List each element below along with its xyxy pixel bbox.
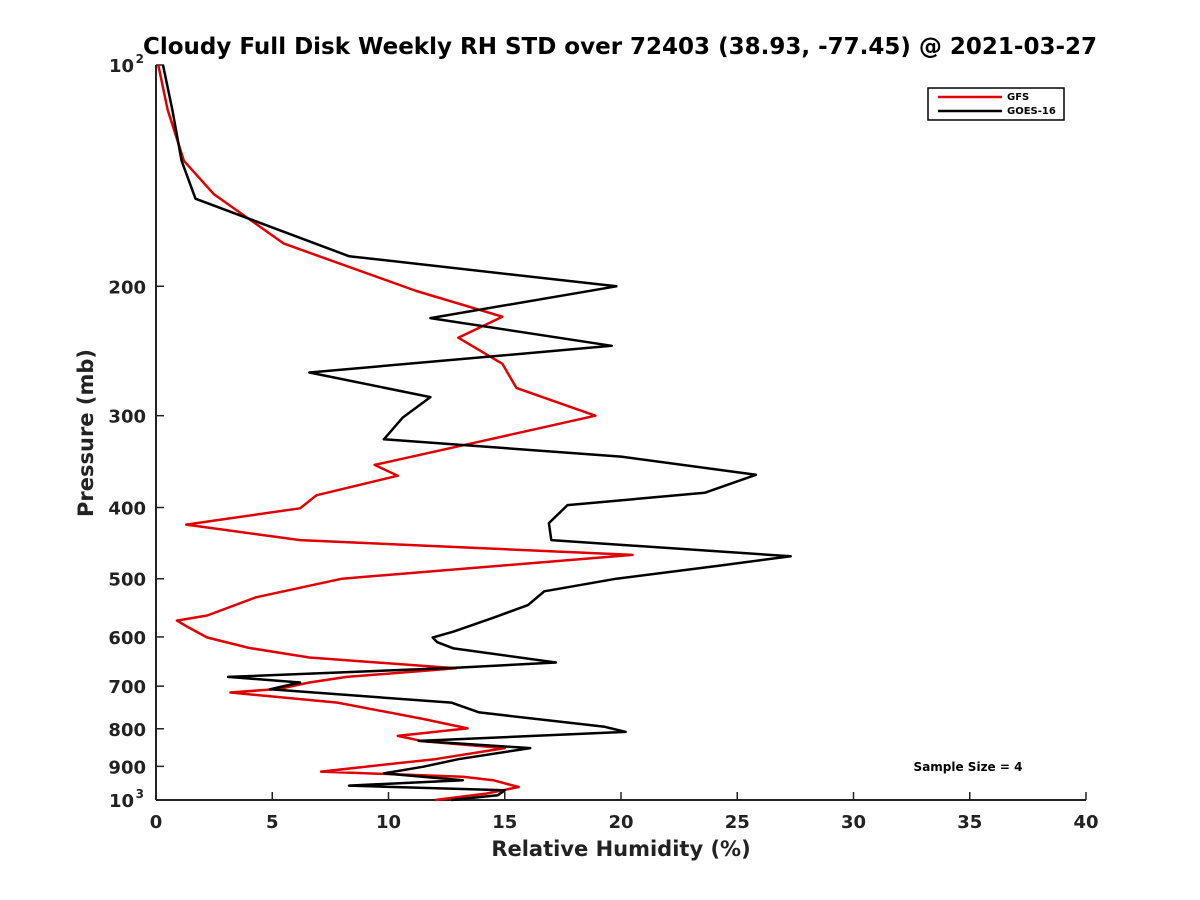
x-tick-label: 25 (725, 812, 750, 833)
y-tick-label-exponent: 2 (136, 52, 144, 66)
x-tick-label: 0 (150, 812, 163, 833)
y-axis-label: Pressure (mb) (74, 349, 98, 517)
y-tick-label-base: 10 (109, 791, 134, 812)
y-tick-label-exponent: 3 (136, 787, 144, 801)
y-tick-label: 900 (108, 757, 146, 778)
y-tick-label-base: 10 (109, 56, 134, 77)
x-ticks: 0 5 10 15 20 25 30 35 40 (150, 792, 1099, 833)
y-tick-label: 600 (108, 628, 146, 649)
x-tick-label: 5 (266, 812, 279, 833)
x-tick-label: 10 (376, 812, 401, 833)
chart-title: Cloudy Full Disk Weekly RH STD over 7240… (143, 34, 1097, 60)
y-tick-label: 700 (108, 677, 146, 698)
x-axis-label: Relative Humidity (%) (491, 837, 750, 861)
y-tick-label: 200 (108, 277, 146, 298)
x-tick-label: 40 (1073, 812, 1098, 833)
legend-label-goes16: GOES-16 (1007, 106, 1056, 117)
plot-area (155, 65, 1086, 801)
x-tick-label: 15 (492, 812, 517, 833)
sample-size-annotation: Sample Size = 4 (914, 760, 1023, 774)
series-lines (157, 64, 792, 802)
x-tick-label: 35 (957, 812, 982, 833)
series-line-gfs (157, 64, 634, 802)
y-tick-label: 300 (108, 407, 146, 428)
y-tick-label: 800 (108, 720, 146, 741)
x-tick-label: 30 (841, 812, 866, 833)
x-tick-label: 20 (608, 812, 633, 833)
legend-box (927, 87, 1065, 121)
y-tick-label: 500 (108, 570, 146, 591)
y-tick-label: 400 (108, 499, 146, 520)
legend: GFS GOES-16 (927, 87, 1065, 121)
legend-label-gfs: GFS (1007, 92, 1029, 103)
series-line-goes16 (161, 64, 792, 802)
